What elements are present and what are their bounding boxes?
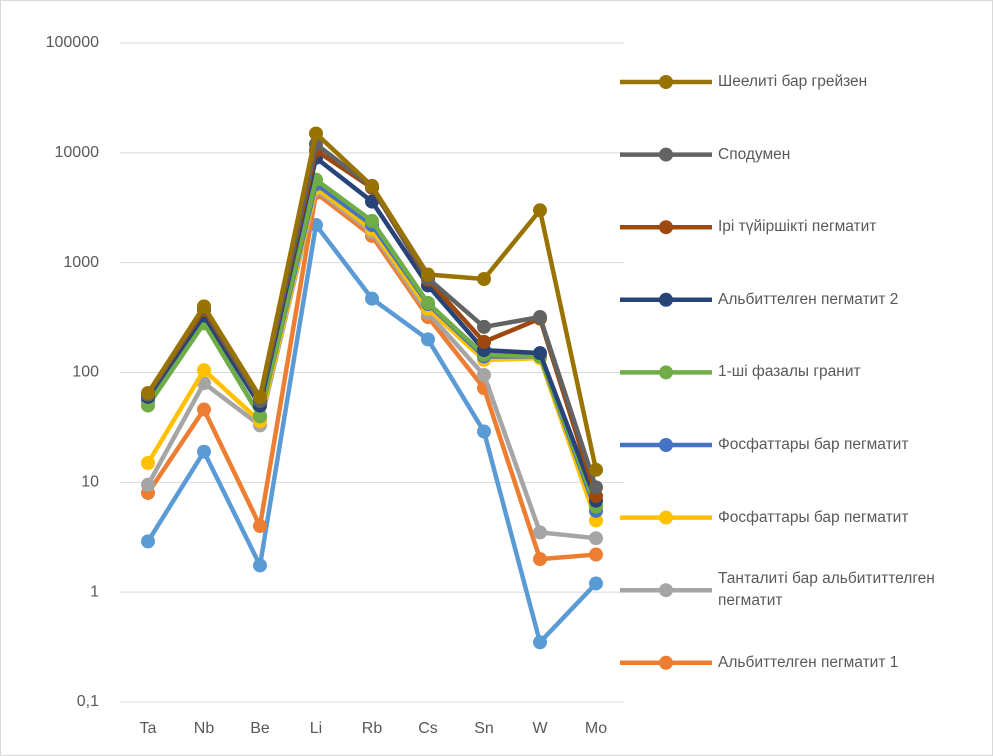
legend-label: Альбиттелген пегматит 1 (718, 653, 899, 671)
data-point (533, 525, 547, 540)
legend-label: Танталиті бар альбититтелген пегматит (718, 570, 935, 610)
data-point (253, 519, 267, 534)
data-point (533, 346, 547, 361)
y-tick-label: 100000 (46, 34, 99, 51)
y-tick-label: 10000 (55, 144, 100, 161)
legend-marker (659, 292, 673, 307)
x-tick-label: Mo (585, 720, 607, 737)
data-point (141, 386, 155, 401)
legend-marker (659, 583, 673, 598)
y-tick-label: 1 (90, 583, 99, 600)
data-point (477, 319, 491, 334)
legend-marker (659, 365, 673, 380)
x-tick-label: Rb (362, 720, 383, 737)
legend-marker (659, 510, 673, 525)
data-point (197, 444, 211, 459)
data-point (365, 178, 379, 193)
legend-label: Шеелиті бар грейзен (718, 73, 868, 90)
data-point (253, 409, 267, 424)
data-point (477, 272, 491, 287)
data-point (421, 332, 435, 347)
y-tick-label: 10 (81, 474, 99, 491)
data-point (533, 635, 547, 650)
x-tick-label: Cs (418, 720, 438, 737)
data-point (197, 402, 211, 417)
data-point (421, 267, 435, 282)
x-tick-label: Nb (194, 720, 215, 737)
legend-marker (659, 147, 673, 162)
legend-label: Альбиттелген пегматит 2 (718, 290, 899, 308)
legend-label: Ірі түйіршікті пегматит (718, 218, 877, 236)
data-point (589, 531, 603, 546)
y-tick-label: 100 (72, 364, 99, 381)
data-point (589, 513, 603, 528)
data-point (141, 477, 155, 492)
legend-marker (659, 220, 673, 235)
data-point (365, 291, 379, 306)
data-point (421, 295, 435, 310)
data-point (253, 558, 267, 573)
data-point (589, 576, 603, 591)
data-point (533, 203, 547, 218)
x-tick-label: Li (310, 720, 322, 737)
data-point (365, 213, 379, 228)
y-tick-label: 1000 (63, 254, 99, 271)
data-point (309, 126, 323, 141)
data-point (141, 534, 155, 549)
data-point (477, 424, 491, 439)
data-point (197, 363, 211, 378)
x-tick-label: W (532, 720, 548, 737)
data-point (253, 389, 267, 404)
x-tick-label: Be (250, 720, 270, 737)
legend-marker (659, 75, 673, 89)
legend-marker (659, 655, 673, 670)
legend-label: Сподумен (718, 145, 791, 163)
data-point (533, 310, 547, 325)
y-tick-label: 0,1 (77, 693, 99, 710)
data-point (589, 480, 603, 495)
data-point (141, 455, 155, 470)
x-tick-label: Ta (140, 720, 157, 737)
data-point (589, 462, 603, 477)
data-point (197, 299, 211, 314)
data-point (589, 547, 603, 562)
legend-marker (659, 438, 673, 452)
data-point (477, 334, 491, 349)
legend-label: 1-ші фазалы гранит (718, 363, 861, 381)
x-tick-label: Sn (474, 720, 494, 737)
legend-label: Фосфаттары бар пегматит (718, 436, 909, 453)
data-point (477, 367, 491, 382)
data-point (533, 552, 547, 567)
legend-label: Фосфаттары бар пегматит (718, 508, 909, 526)
data-point (365, 194, 379, 209)
